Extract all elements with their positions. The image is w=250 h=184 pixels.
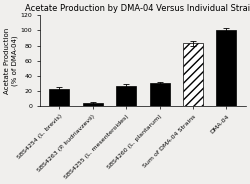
Bar <box>49 89 69 106</box>
Bar <box>116 86 136 106</box>
Bar <box>83 103 103 106</box>
Title: Acetate Production by DMA-04 Versus Individual Strains: Acetate Production by DMA-04 Versus Indi… <box>26 4 250 13</box>
Y-axis label: Acetate Production
(% of DMA-04): Acetate Production (% of DMA-04) <box>4 28 18 94</box>
Bar <box>150 83 170 106</box>
Bar <box>183 43 203 106</box>
Bar <box>216 30 236 106</box>
